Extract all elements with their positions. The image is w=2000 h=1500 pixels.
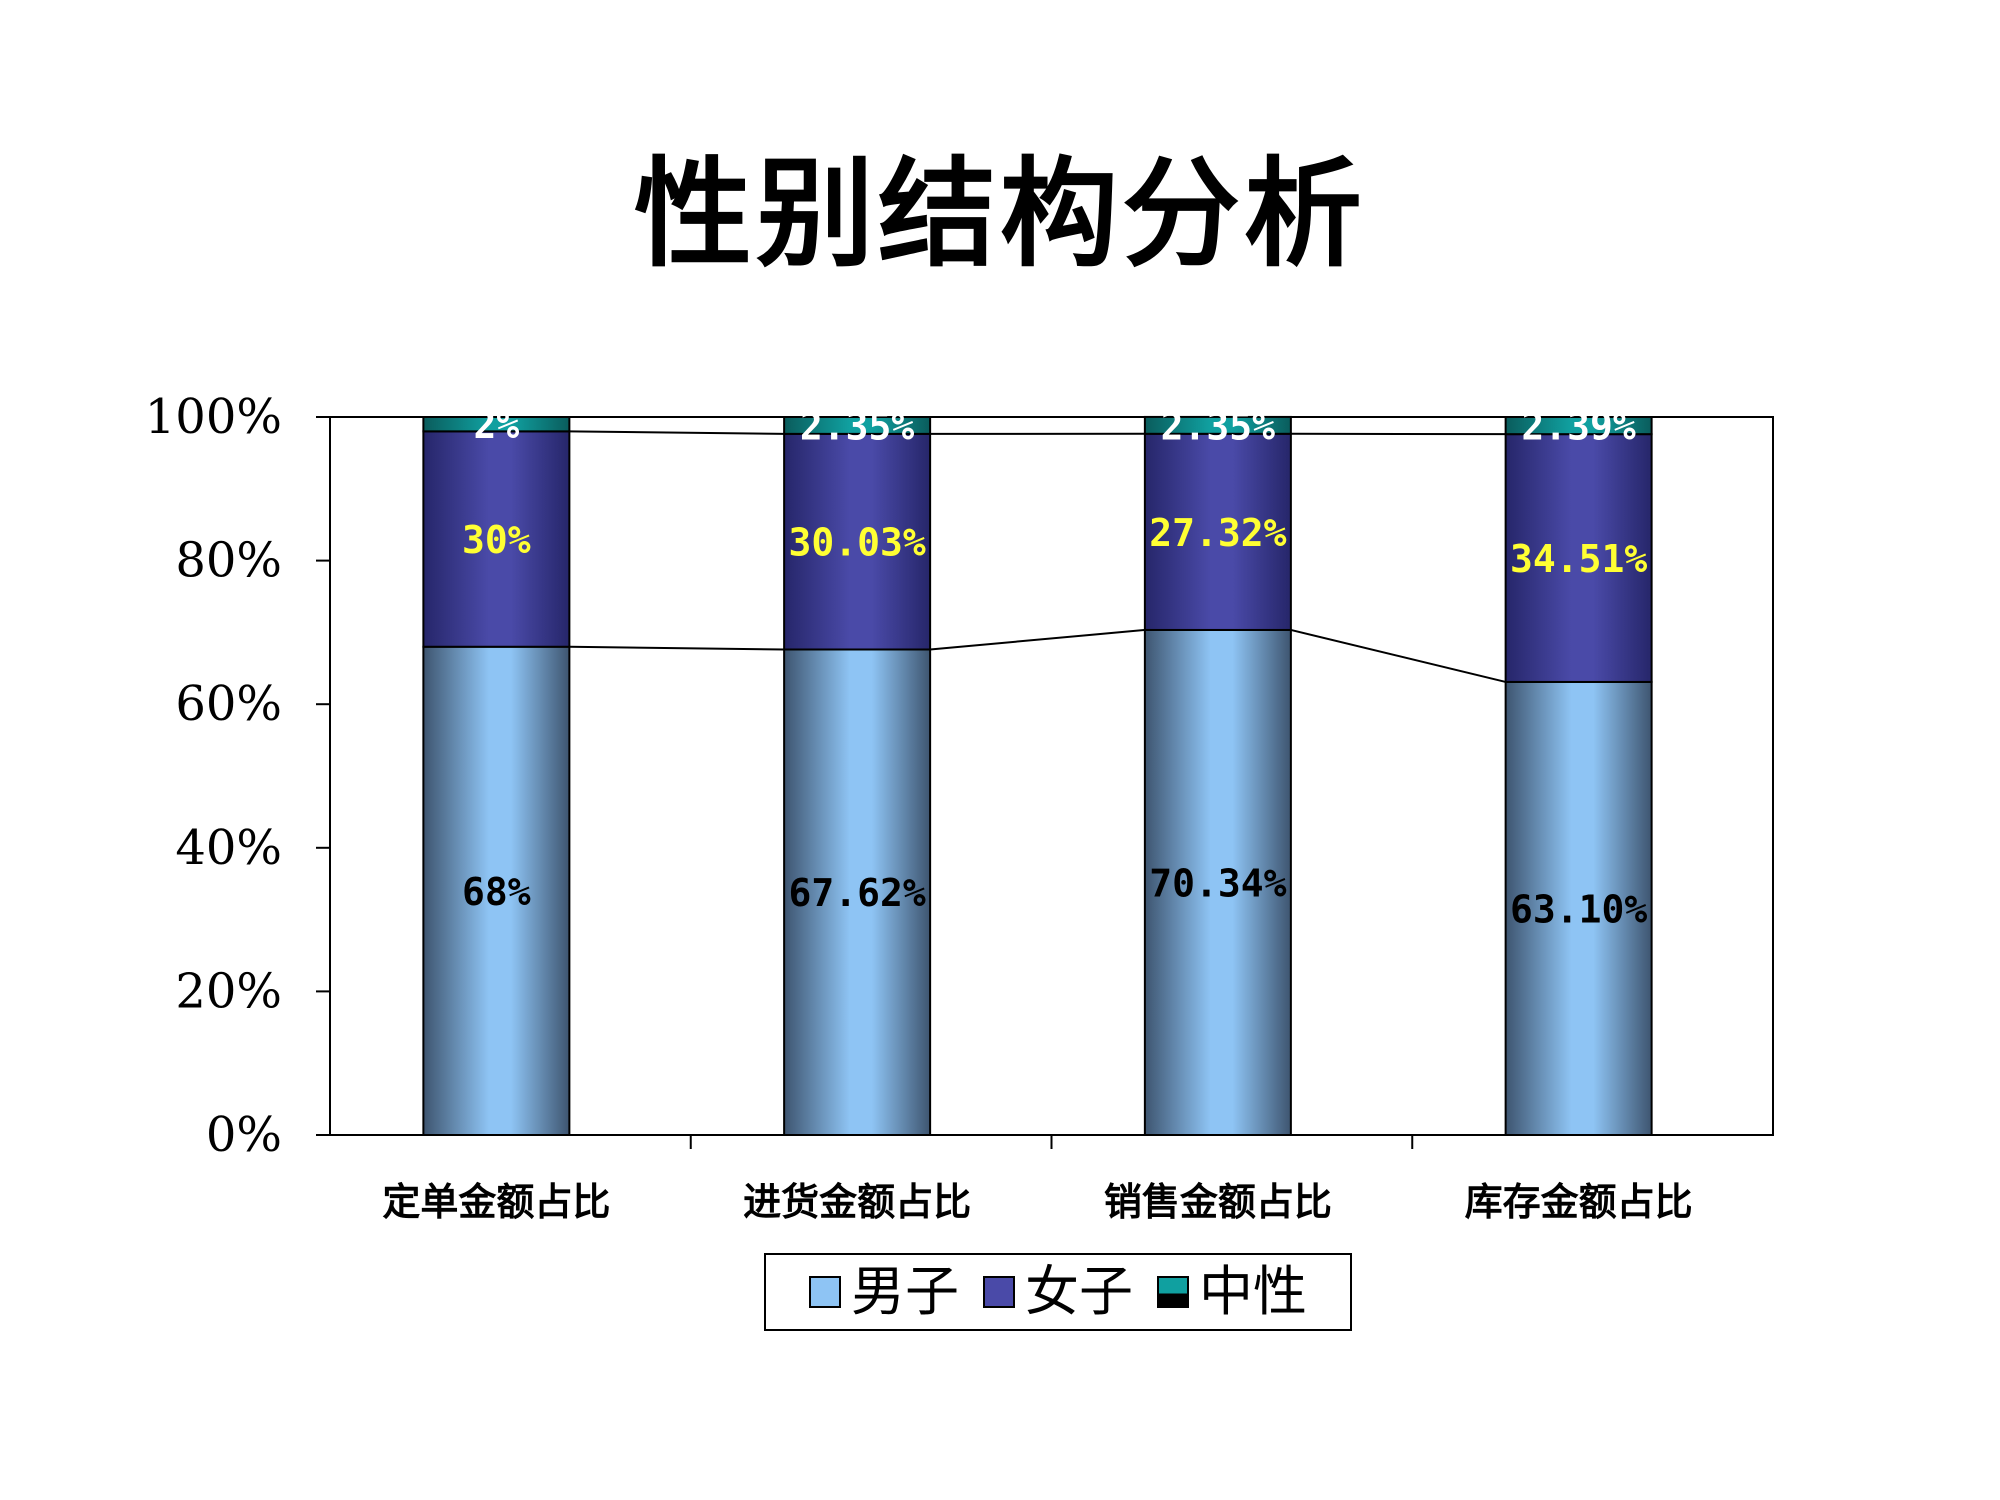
series-line	[569, 645, 785, 651]
y-tick-label: 100%	[145, 389, 282, 445]
y-tick-label: 40%	[175, 820, 282, 876]
series-line	[930, 628, 1145, 651]
bar-segment	[1143, 628, 1292, 1136]
legend-item-female: 女子	[983, 1265, 1133, 1319]
x-category-label: 定单金额占比	[382, 1180, 610, 1224]
data-label: 2%	[473, 403, 519, 447]
data-label: 34.51%	[1510, 537, 1647, 581]
bar-segment	[1143, 432, 1292, 631]
x-category-label: 库存金额占比	[1465, 1180, 1693, 1224]
data-label: 2.35%	[800, 404, 915, 448]
data-label: 67.62%	[788, 871, 925, 915]
legend-swatch-male	[809, 1276, 841, 1308]
data-label: 27.32%	[1149, 511, 1286, 555]
data-label: 30.03%	[788, 521, 925, 565]
chart-title: 性别结构分析	[633, 145, 1366, 283]
legend-swatch-neutral	[1157, 1276, 1189, 1308]
bar-segment	[783, 432, 932, 651]
bar-segment	[1504, 680, 1653, 1137]
legend-label-male: 男子	[851, 1260, 959, 1323]
data-label: 2.39%	[1521, 405, 1636, 449]
bar-segment	[422, 645, 571, 1136]
series-line	[569, 430, 785, 435]
legend-item-male: 男子	[809, 1265, 959, 1319]
bar-segment	[1504, 433, 1653, 683]
data-label: 2.35%	[1161, 404, 1276, 448]
bar-segment	[422, 430, 571, 648]
bar-segment	[783, 416, 932, 435]
y-tick-label: 80%	[175, 533, 282, 589]
series-line	[1290, 628, 1506, 683]
bar-segment	[1143, 415, 1292, 435]
y-tick-label: 60%	[175, 676, 282, 732]
data-label: 70.34%	[1149, 861, 1286, 905]
legend-label-neutral: 中性	[1199, 1260, 1307, 1323]
data-label: 30%	[462, 518, 531, 562]
legend-item-neutral: 中性	[1157, 1265, 1307, 1319]
x-category-label: 进货金额占比	[743, 1180, 971, 1224]
legend-swatch-female	[983, 1276, 1015, 1308]
bar-segment	[1504, 416, 1653, 436]
y-tick-label: 0%	[206, 1107, 282, 1163]
data-label: 68%	[462, 870, 531, 914]
y-tick-label: 20%	[175, 963, 282, 1019]
chart-legend: 男子 女子 中性	[764, 1253, 1352, 1331]
bar-segment	[783, 648, 932, 1136]
data-label: 63.10%	[1510, 887, 1647, 931]
x-category-label: 销售金额占比	[1104, 1180, 1332, 1224]
bar-segment	[422, 416, 571, 433]
legend-label-female: 女子	[1025, 1260, 1133, 1323]
